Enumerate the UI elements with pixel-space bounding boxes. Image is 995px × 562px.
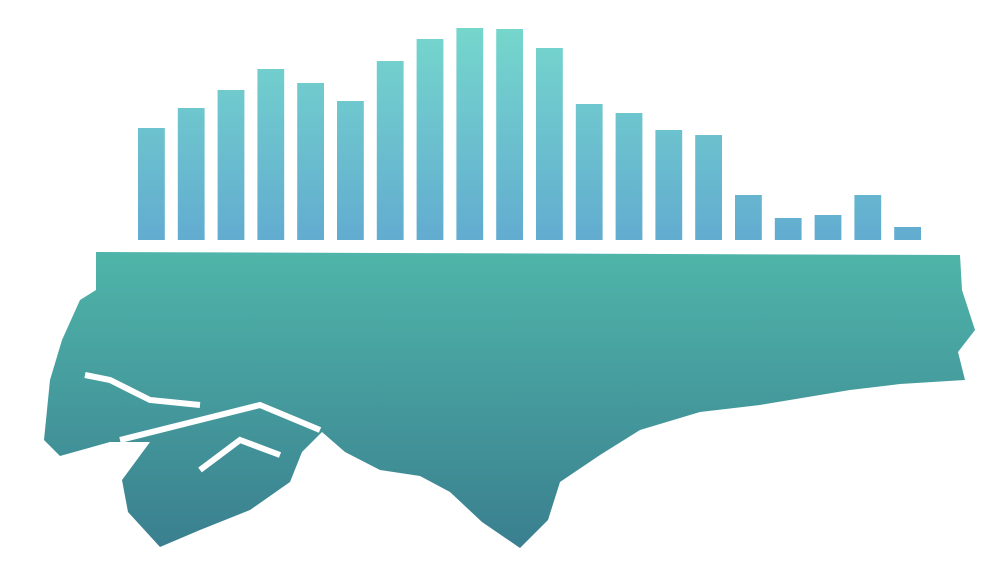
bar [496, 29, 523, 240]
bar [615, 113, 643, 240]
bar [138, 128, 165, 240]
bar [814, 215, 842, 240]
bar [456, 28, 484, 240]
bar [337, 101, 364, 240]
bar [257, 69, 285, 240]
bar [735, 195, 762, 240]
bar [416, 39, 444, 240]
bar [217, 90, 245, 240]
bar [297, 83, 324, 240]
map-channel [84, 372, 322, 473]
bar [536, 48, 563, 240]
map-silhouette [44, 252, 975, 548]
bar [774, 218, 802, 240]
bar [376, 61, 404, 240]
bar [695, 135, 722, 240]
bar [894, 227, 921, 240]
bars [138, 28, 921, 240]
bar [655, 130, 683, 240]
bar [575, 104, 603, 240]
bar [177, 108, 205, 240]
bar [854, 195, 882, 240]
